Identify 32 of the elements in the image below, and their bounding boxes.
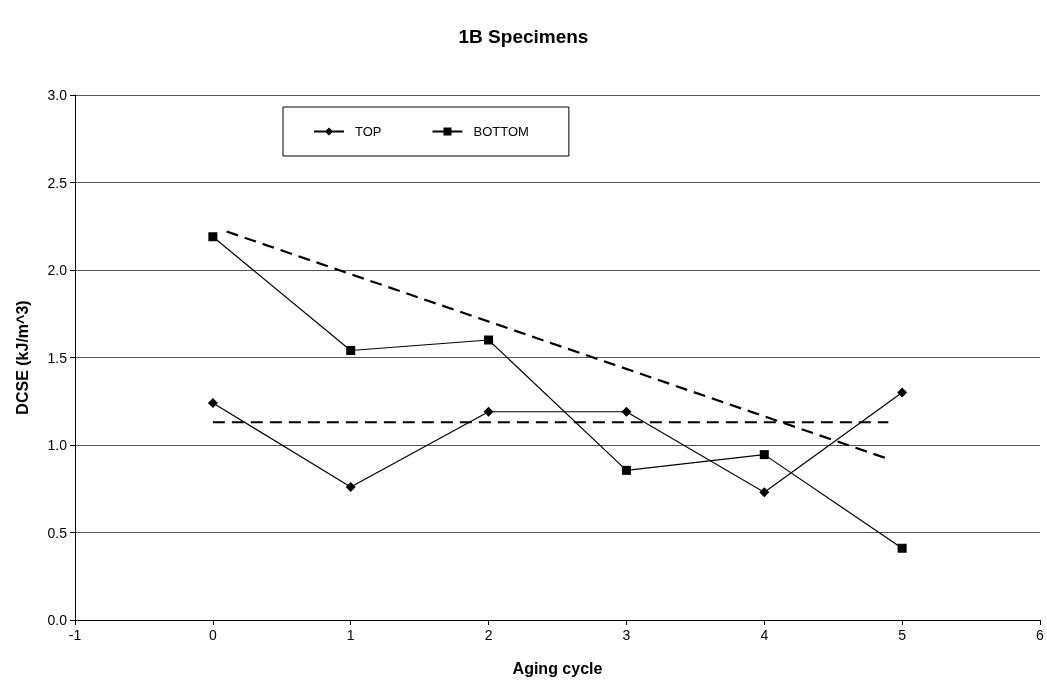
y-tick-label: 2.5 [47,174,68,191]
point [484,335,494,345]
y-tick-label: 0.5 [47,524,68,541]
x-tick-label: 2 [484,627,493,643]
point [897,387,908,398]
chart-title: 1B Specimens [458,26,589,47]
y-tick-label: 1.5 [47,349,68,366]
x-tick-label: 1 [346,627,355,643]
point [759,487,770,498]
legend-label: BOTTOM [473,124,529,139]
legend-label: TOP [355,124,382,139]
y-tick-label: 1.0 [47,437,68,453]
x-tick-label: 4 [760,627,769,643]
y-tick-label: 0.0 [47,612,68,628]
point [345,482,356,492]
x-tick-label: -1 [68,627,82,643]
point [208,232,218,242]
x-tick-label: 0 [208,627,217,643]
y-tick-label: 2.0 [47,262,68,278]
point [346,346,356,355]
x-axis-title: Aging cycle [512,659,603,677]
y-tick-label: 3.0 [47,87,68,103]
x-tick-label: 6 [1036,627,1045,643]
point [621,465,631,475]
point [759,450,769,460]
y-axis-title: DCSE (kJ/m^3) [13,300,31,415]
point [897,543,907,553]
x-tick-label: 3 [622,627,631,643]
point [207,398,218,408]
point [483,406,494,417]
point [621,406,632,417]
x-tick-label: 5 [898,627,907,643]
